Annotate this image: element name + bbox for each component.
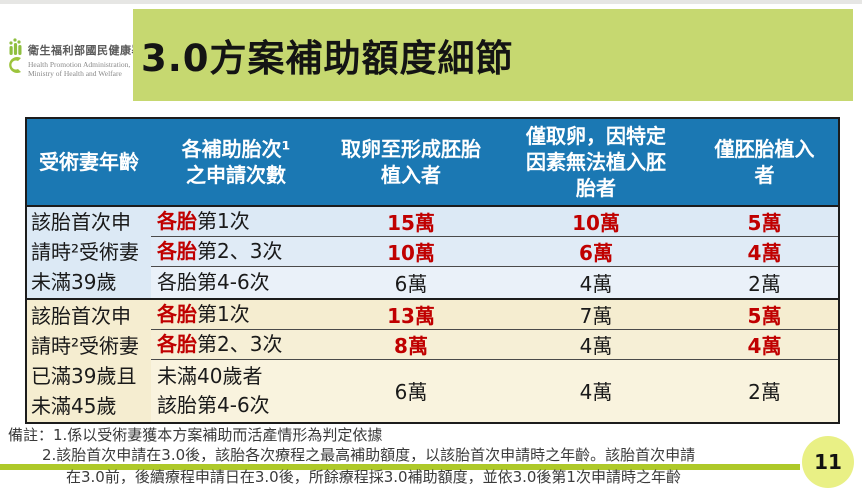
attempt-label-cell: 各胎第2、3次	[151, 328, 321, 359]
value-cell: 5萬	[691, 206, 839, 237]
header-embryo-only: 僅胚胎植入 者	[691, 118, 839, 207]
title-banner: 3.0方案補助額度細節	[133, 9, 853, 101]
attempt-label-cell: 各胎第2、3次	[151, 236, 321, 267]
table-row: 該胎首次申 請時²受術妻 已滿39歲且 未滿45歲 各胎第1次 13萬 7萬 5…	[26, 297, 839, 423]
attempt-label-rest: 第2、3次	[197, 239, 283, 263]
header-egg-only: 僅取卵，因特定 因素無法植入胚 胎者	[501, 118, 691, 207]
org-name-en-line2: Ministry of Health and Welfare	[28, 69, 122, 79]
attempt-label-rest: 第2、3次	[197, 331, 283, 356]
header-egg-to-embryo: 取卵至形成胚胎 植入者	[321, 118, 501, 207]
agency-logo: 衛生福利部國民健康署 Health Promotion Administrati…	[6, 34, 143, 86]
top-strip	[0, 0, 862, 4]
page-title: 3.0方案補助額度細節	[141, 37, 514, 80]
attempt-label-red: 各胎	[157, 209, 197, 233]
value-cell: 5萬	[691, 297, 839, 329]
org-name-en: Health Promotion Administration, Ministr…	[28, 60, 132, 79]
value-cell: 4萬	[501, 358, 691, 423]
footnote-line-1: 備註：1.係以受術妻獲本方案補助而活產情形為判定依據	[8, 426, 383, 444]
subsidy-table: 受術妻年齡 各補助胎次¹ 之申請次數 取卵至形成胚胎 植入者 僅取卵，因特定 因…	[25, 117, 840, 424]
attempt-label-cell: 各胎第4-6次	[151, 266, 321, 299]
attempt-label-rest: 第1次	[197, 301, 250, 326]
attempt-label-rest: 各胎第4-6次	[157, 269, 270, 294]
table-row: 各胎第2、3次 10萬 6萬 4萬	[26, 236, 839, 267]
table-row: 各胎第4-6次 6萬 4萬 2萬	[26, 266, 839, 299]
table-row: 各胎第2、3次 8萬 4萬 4萬	[26, 328, 839, 359]
attempt-label-red: 各胎	[157, 301, 197, 326]
attempt-label-cell: 各胎第1次	[151, 297, 321, 329]
attempt-label-red: 各胎	[157, 239, 197, 263]
value-cell: 6萬	[321, 266, 501, 299]
value-cell: 4萬	[691, 328, 839, 359]
value-cell: 2萬	[691, 266, 839, 299]
value-cell: 10萬	[321, 236, 501, 267]
value-cell: 2萬	[691, 358, 839, 423]
table-row: 未滿40歲者 該胎第4-6次 6萬 4萬 2萬	[26, 358, 839, 423]
value-cell: 15萬	[321, 206, 501, 237]
bottom-divider-line	[0, 464, 800, 470]
age-group-under39-cell: 該胎首次申 請時²受術妻 未滿39歲	[26, 206, 151, 299]
header-wife-age: 受術妻年齡	[26, 118, 151, 207]
footnote-line-3: 在3.0前，後續療程申請日在3.0後，所餘療程採3.0補助額度，並依3.0後第1…	[66, 468, 681, 486]
value-cell: 6萬	[501, 236, 691, 267]
value-cell: 13萬	[321, 297, 501, 329]
value-cell: 4萬	[501, 328, 691, 359]
value-cell: 4萬	[501, 266, 691, 299]
age-group-39to45-cell: 該胎首次申 請時²受術妻 已滿39歲且 未滿45歲	[26, 297, 151, 423]
footnote-line-2: 2.該胎首次申請在3.0後，該胎各次療程之最高補助額度，以該胎首次申請時之年齡。…	[42, 446, 696, 464]
attempt-label-cell: 各胎第1次	[151, 206, 321, 237]
org-name-en-line1: Health Promotion Administration,	[28, 60, 131, 69]
page-number-badge: 11	[802, 436, 854, 488]
table-row: 該胎首次申 請時²受術妻 未滿39歲 各胎第1次 15萬 10萬 5萬	[26, 206, 839, 299]
value-cell: 4萬	[691, 236, 839, 267]
value-cell: 7萬	[501, 297, 691, 329]
table-header-row: 受術妻年齡 各補助胎次¹ 之申請次數 取卵至形成胚胎 植入者 僅取卵，因特定 因…	[26, 118, 839, 207]
value-cell: 6萬	[321, 358, 501, 423]
value-cell: 10萬	[501, 206, 691, 237]
attempt-label-rest: 第1次	[197, 209, 250, 233]
attempt-label-red: 各胎	[157, 331, 197, 356]
hpa-logo-icon	[9, 38, 22, 73]
org-name-zh: 衛生福利部國民健康署	[28, 44, 143, 57]
value-cell: 8萬	[321, 328, 501, 359]
attempt-label-rest: 未滿40歲者 該胎第4-6次	[157, 363, 270, 417]
attempt-label-cell: 未滿40歲者 該胎第4-6次	[151, 358, 321, 423]
header-application-count: 各補助胎次¹ 之申請次數	[151, 118, 321, 207]
